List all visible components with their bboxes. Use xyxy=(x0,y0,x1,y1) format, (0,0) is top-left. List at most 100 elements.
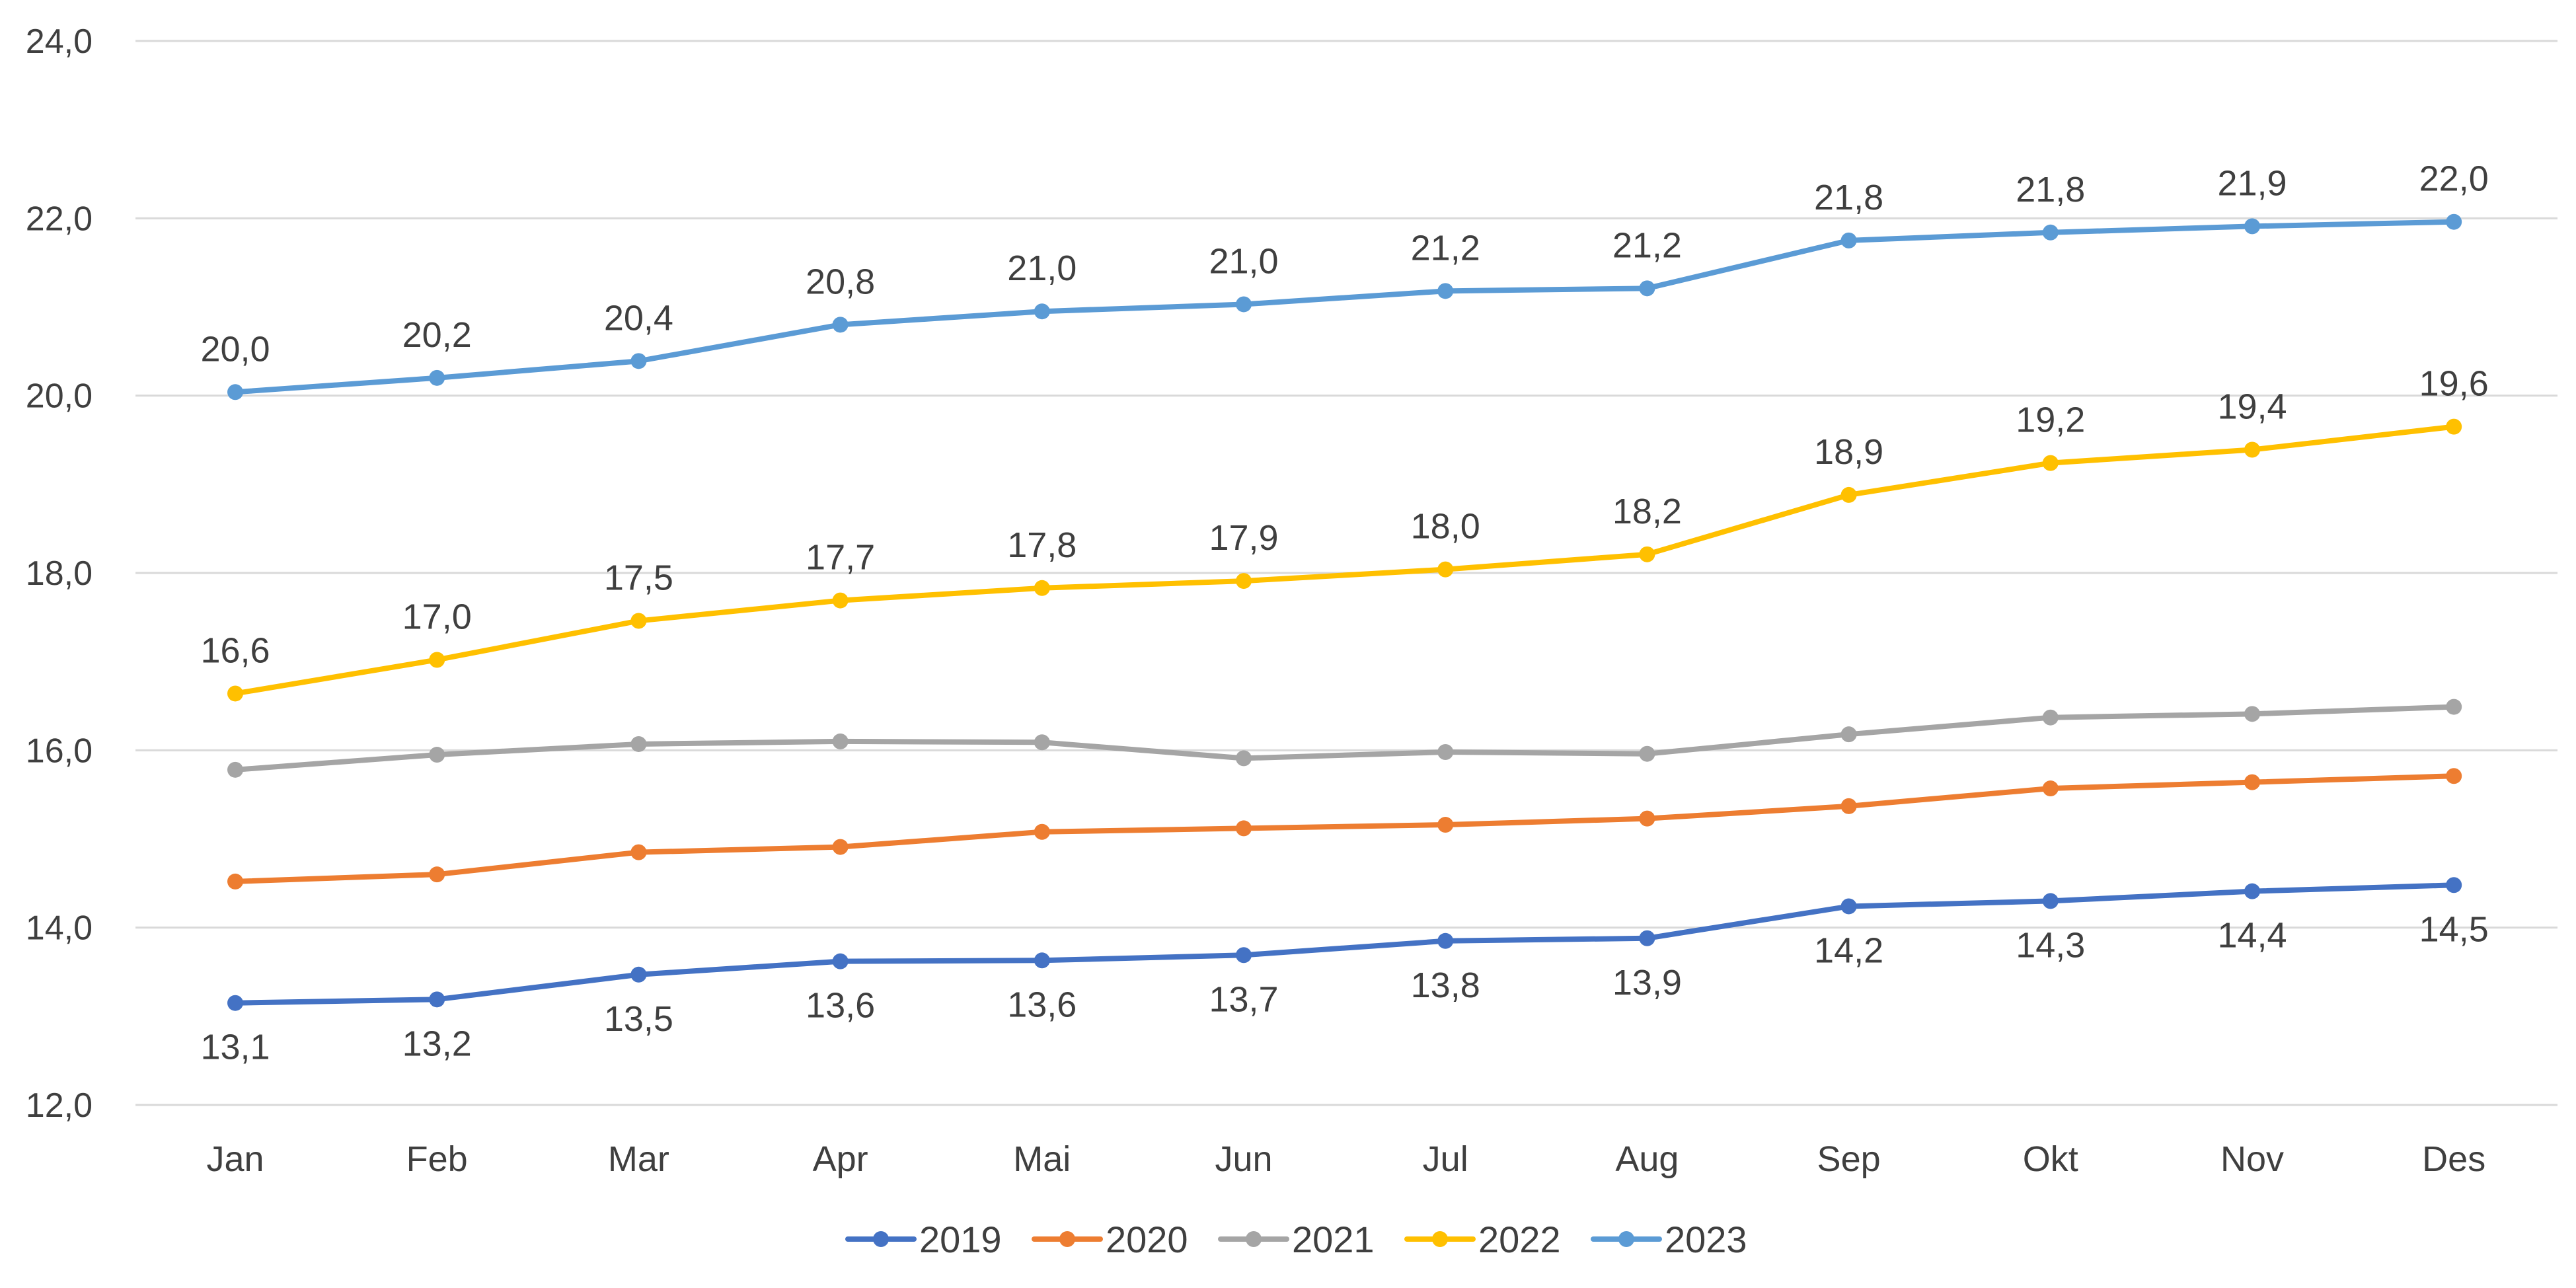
data-label-2019: 13,7 xyxy=(1209,979,1278,1019)
y-tick-label: 18,0 xyxy=(26,554,93,593)
data-point-2022 xyxy=(1236,573,1252,589)
series-line-2020 xyxy=(233,773,2457,884)
legend-marker-2021 xyxy=(1246,1231,1262,1247)
data-label-2023: 20,0 xyxy=(200,329,270,369)
data-label-2023: 21,2 xyxy=(1612,225,1682,265)
data-label-2023: 21,0 xyxy=(1209,241,1278,281)
y-tick-label: 20,0 xyxy=(26,377,93,416)
x-axis: Jan Feb Mar Apr Mai Jun Jul Aug Sep Okt Nov Des xyxy=(206,1139,2485,1179)
data-point-2019 xyxy=(2042,893,2059,909)
data-label-2019: 13,8 xyxy=(1411,966,1480,1005)
data-point-2021 xyxy=(2042,709,2059,726)
data-point-2020 xyxy=(2244,774,2260,790)
data-point-2023 xyxy=(429,369,445,386)
data-label-2022: 19,2 xyxy=(2016,400,2085,440)
data-label-2023: 20,4 xyxy=(604,298,673,338)
y-axis: 12,0 14,0 16,0 18,0 20,0 22,0 24,0 xyxy=(26,22,93,1125)
data-point-2021 xyxy=(1840,726,1857,743)
data-label-2023: 22,0 xyxy=(2419,159,2489,199)
data-label-2022: 16,6 xyxy=(200,630,270,670)
data-point-2019 xyxy=(630,966,647,983)
data-label-2022: 17,9 xyxy=(1209,518,1278,558)
data-point-2020 xyxy=(2446,768,2462,784)
legend-label-2021: 2021 xyxy=(1292,1219,1375,1260)
data-point-2023 xyxy=(1639,280,1655,297)
data-label-2022: 19,4 xyxy=(2217,387,2287,427)
data-label-2022: 18,0 xyxy=(1411,507,1480,547)
data-labels: 13,1 13,2 13,5 13,6 13,6 13,7 13,8 13,9 14,2 14,3… xyxy=(200,159,2488,1067)
data-label-2019: 14,5 xyxy=(2419,909,2489,949)
data-point-2020 xyxy=(1034,823,1050,840)
data-point-2020 xyxy=(2042,780,2059,797)
x-tick-label: Apr xyxy=(813,1139,868,1179)
data-label-2023: 20,8 xyxy=(806,262,875,301)
data-point-2019 xyxy=(1639,930,1655,946)
data-point-2022 xyxy=(832,592,849,609)
series-line-2019 xyxy=(233,882,2457,1006)
y-tick-label: 24,0 xyxy=(26,22,93,61)
data-point-2021 xyxy=(1034,734,1050,751)
data-point-2022 xyxy=(227,685,243,702)
data-point-2022 xyxy=(2244,441,2260,458)
data-label-2019: 14,3 xyxy=(2016,925,2085,965)
x-tick-label: Aug xyxy=(1615,1139,1679,1179)
x-tick-label: Jun xyxy=(1215,1139,1272,1179)
data-point-2021 xyxy=(2446,699,2462,715)
data-point-2020 xyxy=(832,839,849,855)
data-point-2022 xyxy=(1034,580,1050,596)
data-point-2022 xyxy=(1840,486,1857,503)
data-label-2023: 21,8 xyxy=(2016,170,2085,209)
data-point-2022 xyxy=(2042,455,2059,471)
data-point-2023 xyxy=(1034,303,1050,320)
data-point-2019 xyxy=(1437,932,1454,949)
legend-label-2023: 2023 xyxy=(1665,1219,1747,1260)
data-point-2022 xyxy=(1639,546,1655,562)
data-label-2023: 20,2 xyxy=(402,315,472,355)
data-point-2021 xyxy=(2244,706,2260,722)
data-point-2020 xyxy=(227,873,243,890)
data-point-2023 xyxy=(1236,296,1252,313)
y-tick-label: 14,0 xyxy=(26,909,93,948)
data-label-2019: 13,5 xyxy=(604,999,673,1039)
data-point-2020 xyxy=(429,866,445,883)
data-label-2019: 13,6 xyxy=(1007,985,1077,1024)
data-label-2019: 13,2 xyxy=(402,1024,472,1063)
x-tick-label: Mai xyxy=(1013,1139,1071,1179)
data-point-2022 xyxy=(1437,561,1454,578)
series-line-2022 xyxy=(233,424,2457,697)
data-point-2023 xyxy=(1437,283,1454,299)
data-point-2023 xyxy=(2244,218,2260,235)
legend: 2019 2020 2021 2022 2023 xyxy=(845,1219,1747,1260)
legend-marker-2022 xyxy=(1432,1231,1448,1247)
legend-label-2020: 2020 xyxy=(1106,1219,1188,1260)
data-point-2019 xyxy=(1034,952,1050,969)
legend-marker-2020 xyxy=(1059,1231,1075,1247)
data-point-2023 xyxy=(227,384,243,400)
data-label-2023: 21,9 xyxy=(2217,163,2287,203)
data-point-2023 xyxy=(630,353,647,369)
data-point-2023 xyxy=(1840,232,1857,248)
data-point-2023 xyxy=(832,317,849,333)
x-tick-label: Feb xyxy=(406,1139,468,1179)
data-point-2021 xyxy=(227,761,243,778)
y-tick-label: 12,0 xyxy=(26,1086,93,1125)
data-point-2020 xyxy=(1236,820,1252,837)
data-label-2019: 13,1 xyxy=(200,1028,270,1067)
y-tick-label: 22,0 xyxy=(26,200,93,238)
data-point-2021 xyxy=(429,747,445,763)
data-label-2022: 19,6 xyxy=(2419,364,2489,404)
y-tick-label: 16,0 xyxy=(26,732,93,770)
data-point-2022 xyxy=(630,613,647,629)
data-point-2019 xyxy=(1236,947,1252,964)
data-point-2019 xyxy=(1840,898,1857,915)
legend-marker-2019 xyxy=(873,1231,889,1247)
x-tick-label: Des xyxy=(2422,1139,2485,1179)
data-label-2019: 13,9 xyxy=(1612,963,1682,1003)
data-point-2020 xyxy=(1840,798,1857,814)
legend-marker-2023 xyxy=(1618,1231,1634,1247)
data-point-2021 xyxy=(1639,745,1655,762)
data-point-2021 xyxy=(832,733,849,749)
data-label-2022: 17,8 xyxy=(1007,525,1077,565)
data-point-2022 xyxy=(429,652,445,668)
